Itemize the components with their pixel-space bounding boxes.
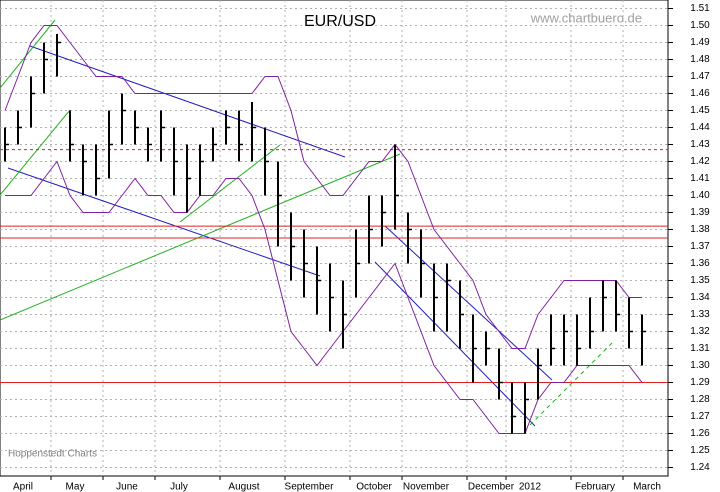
- y-tick-label: 1.43: [690, 139, 710, 150]
- source-note: Hoppenstedt Charts: [8, 449, 97, 460]
- x-tick-label: October: [356, 482, 392, 492]
- y-tick-label: 1.49: [690, 37, 710, 48]
- y-tick-label: 1.33: [690, 309, 710, 320]
- support-line: [0, 109, 71, 196]
- y-tick-label: 1.32: [690, 326, 710, 337]
- y-tick-label: 1.35: [690, 275, 710, 286]
- y-tick-label: 1.30: [690, 360, 710, 371]
- y-tick-label: 1.39: [690, 207, 710, 218]
- y-tick-label: 1.25: [690, 445, 710, 456]
- channel-line: [29, 45, 346, 158]
- y-tick-label: 1.24: [690, 462, 710, 473]
- x-tick-label: May: [66, 482, 85, 492]
- x-tick-label: September: [285, 482, 335, 492]
- y-tick-label: 1.48: [690, 54, 710, 65]
- y-tick-label: 1.42: [690, 156, 710, 167]
- y-tick-label: 1.50: [690, 20, 710, 31]
- x-tick-label: April: [13, 482, 33, 492]
- channel-line: [374, 261, 536, 427]
- trend-lines: [0, 19, 616, 427]
- support-line: [0, 19, 56, 89]
- x-tick-label: November: [403, 482, 450, 492]
- watermark: www.chartbuero.de: [530, 10, 642, 25]
- x-tick-label: June: [116, 482, 138, 492]
- y-tick-label: 1.27: [690, 411, 710, 422]
- y-tick-label: 1.26: [690, 428, 710, 439]
- channel-line: [384, 225, 553, 381]
- x-tick-label: December: [468, 482, 515, 492]
- x-tick-label: March: [633, 482, 661, 492]
- y-tick-label: 1.51: [690, 3, 710, 14]
- y-tick-label: 1.41: [690, 173, 710, 184]
- y-tick-label: 1.34: [690, 292, 710, 303]
- x-tick-label: July: [170, 482, 188, 492]
- support-line: [179, 144, 281, 223]
- channel-line: [7, 167, 321, 277]
- band-upper: [4, 25, 642, 349]
- x-tick-label: February: [575, 482, 615, 492]
- y-tick-label: 1.37: [690, 241, 710, 252]
- support-line: [0, 153, 401, 321]
- y-tick-label: 1.47: [690, 71, 710, 82]
- y-tick-label: 1.46: [690, 88, 710, 99]
- y-tick-label: 1.31: [690, 343, 710, 354]
- y-tick-label: 1.45: [690, 105, 710, 116]
- y-tick-label: 1.28: [690, 394, 710, 405]
- x-tick-label: August: [228, 482, 259, 492]
- chart-title: EUR/USD: [304, 13, 376, 30]
- x-tick-label: 2012: [519, 482, 542, 492]
- y-tick-label: 1.36: [690, 258, 710, 269]
- band-lower: [5, 160, 643, 434]
- y-tick-label: 1.44: [690, 122, 710, 133]
- y-tick-label: 1.29: [690, 377, 710, 388]
- y-tick-label: 1.40: [690, 190, 710, 201]
- y-tick-label: 1.38: [690, 224, 710, 235]
